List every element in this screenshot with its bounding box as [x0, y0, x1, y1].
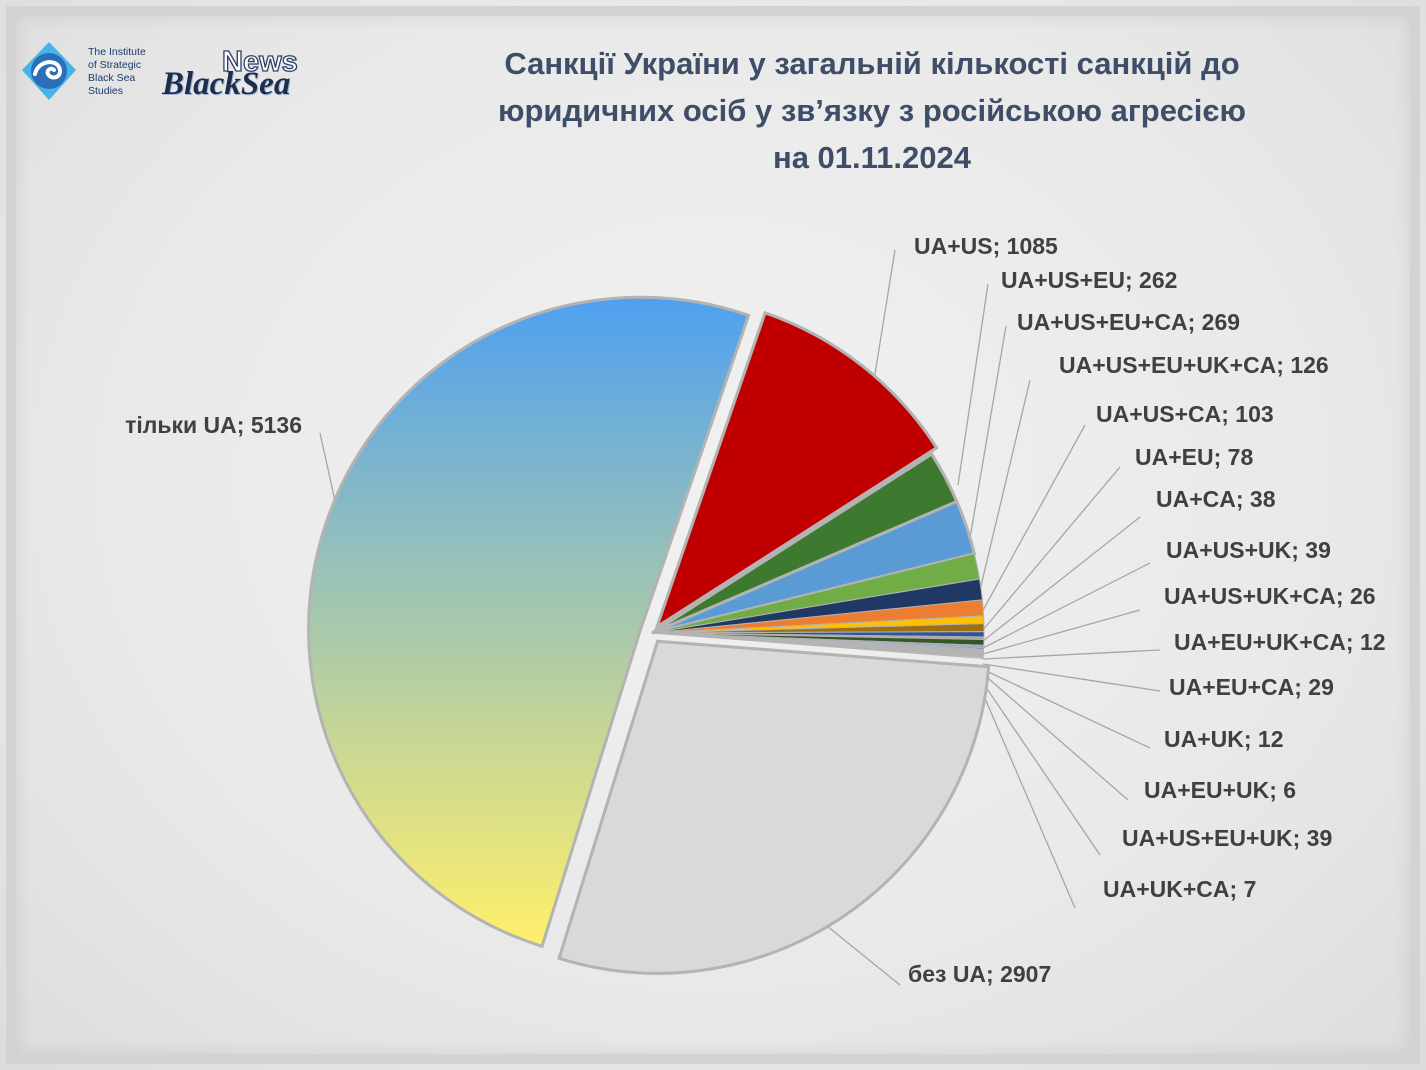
isbs-logo-line: The Institute	[88, 46, 146, 58]
data-labels: UA+US; 1085 UA+US+EU; 262 UA+US+EU+CA; 269…	[125, 233, 1385, 987]
isbs-logo-line: Black Sea	[88, 72, 136, 84]
leader-line	[981, 424, 1086, 613]
data-label: UA+US+UK+CA; 26	[1164, 583, 1376, 609]
data-label: UA+EU; 78	[1135, 444, 1253, 470]
data-label: UA+EU+UK+CA; 12	[1174, 629, 1386, 655]
data-label: UA+CA; 38	[1156, 486, 1276, 512]
data-label: тільки UA; 5136	[125, 412, 302, 438]
leader-line	[981, 668, 1151, 749]
blacksea-news-logo: News BlackSea	[158, 45, 318, 108]
pie-slices	[307, 295, 991, 975]
leader-line	[977, 681, 1076, 909]
leader-line	[967, 325, 1007, 551]
leader-lines	[319, 249, 1161, 986]
chart-title-line: на 01.11.2024	[772, 140, 972, 175]
leader-line	[821, 921, 901, 986]
isbs-logo: The Institute of Strategic Black Sea Stu…	[18, 40, 168, 104]
pie-slice	[557, 639, 991, 975]
data-label: UA+US+EU; 262	[1001, 267, 1177, 293]
leader-line	[982, 466, 1121, 631]
pie-slice	[651, 632, 984, 660]
leader-line	[982, 649, 1161, 660]
data-label: UA+EU+UK; 6	[1144, 777, 1296, 803]
chart-title-line: юридичних осіб у зв’язку з російською аг…	[498, 93, 1246, 128]
data-label: UA+US+EU+CA; 269	[1017, 309, 1240, 335]
leader-line	[978, 676, 1101, 856]
data-label: UA+UK+CA; 7	[1103, 876, 1256, 902]
logo-news-word: News	[221, 45, 298, 78]
isbs-logo-line: of Strategic	[88, 59, 142, 71]
isbs-logo-text: The Institute of Strategic Black Sea Stu…	[88, 46, 146, 98]
leader-line	[982, 609, 1141, 655]
leader-line	[982, 562, 1151, 649]
data-label: без UA; 2907	[908, 961, 1051, 987]
data-label: UA+US+EU+UK; 39	[1122, 825, 1332, 851]
chart-title-line: Санкції України у загальній кількості са…	[504, 46, 1240, 81]
logo-blacksea-word: BlackSea	[162, 66, 291, 102]
pie-slice	[307, 295, 751, 949]
isbs-logo-line: Studies	[88, 85, 124, 97]
leader-line	[873, 249, 896, 381]
leader-line	[957, 283, 989, 486]
data-label: UA+US+EU+UK+CA; 126	[1059, 352, 1329, 378]
data-label: UA+US+UK; 39	[1166, 537, 1331, 563]
leader-line	[980, 671, 1129, 801]
data-label: UA+EU+CA; 29	[1169, 674, 1334, 700]
data-label: UA+US; 1085	[914, 233, 1058, 259]
wave-circle-icon	[22, 42, 76, 100]
leader-line	[319, 432, 338, 511]
leader-line	[982, 663, 1161, 692]
data-label: UA+US+CA; 103	[1096, 401, 1274, 427]
pie-slice	[654, 310, 939, 631]
data-label: UA+UK; 12	[1164, 726, 1284, 752]
slide-frame	[6, 6, 1420, 1064]
leader-line	[982, 516, 1141, 642]
leader-line	[979, 379, 1031, 591]
chart-title: Санкції України у загальній кількості са…	[372, 40, 1372, 181]
